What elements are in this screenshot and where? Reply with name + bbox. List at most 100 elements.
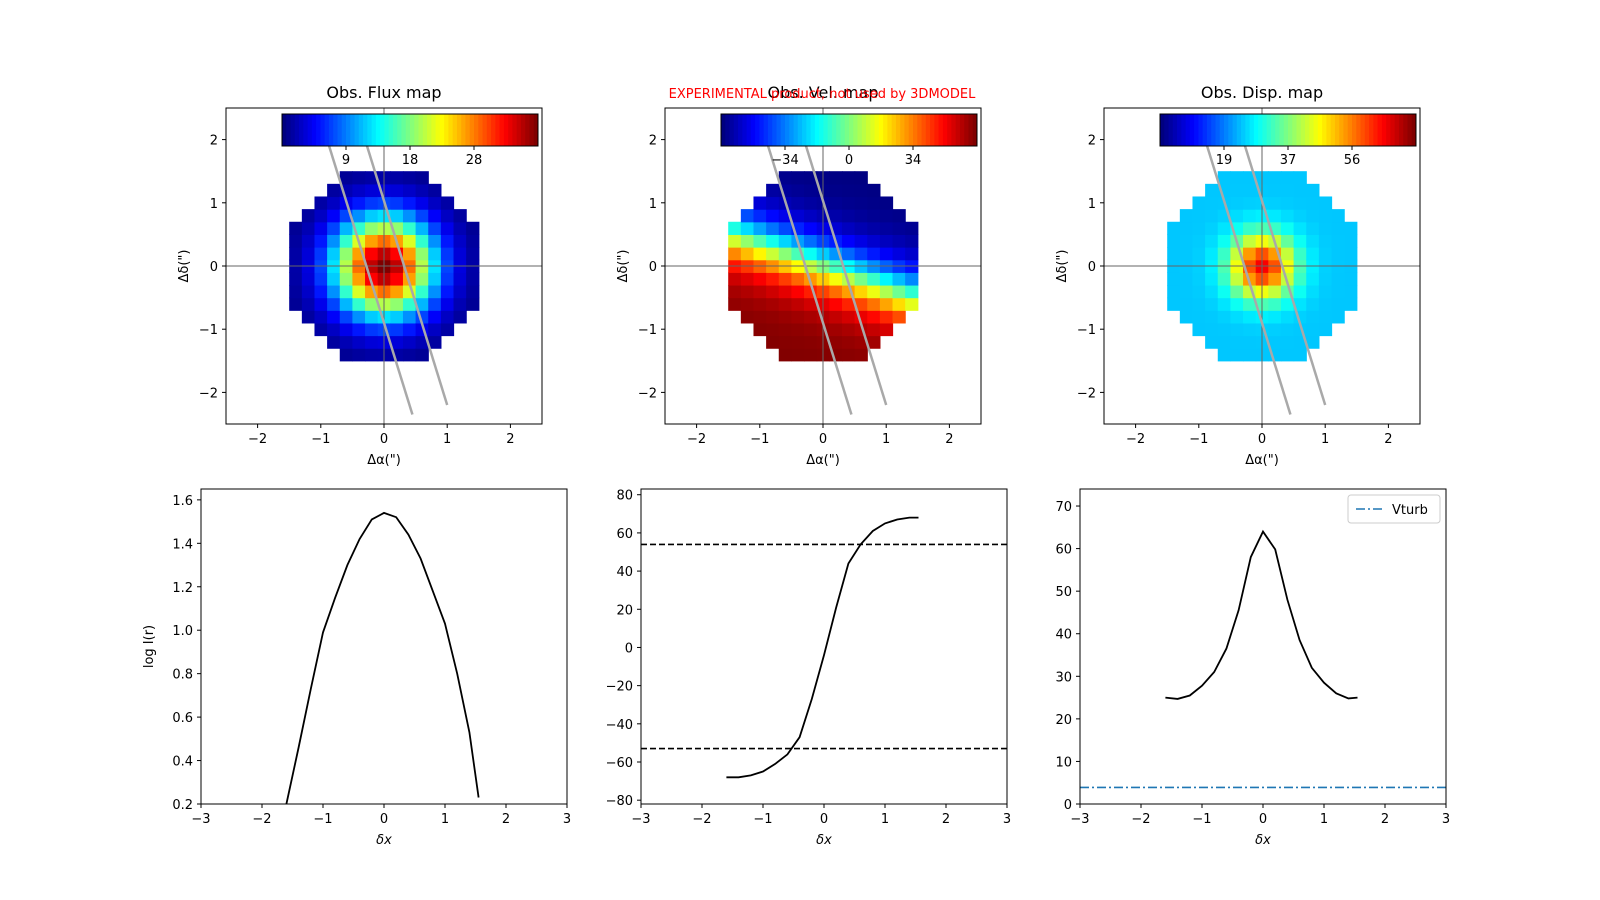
map-pixel <box>466 272 480 286</box>
colorbar-segment <box>503 114 509 146</box>
colorbar-segment <box>887 114 893 146</box>
map-pixel <box>1306 209 1320 223</box>
colorbar-segment <box>1347 114 1353 146</box>
map-pixel <box>390 196 404 210</box>
colorbar-segment <box>1288 114 1293 146</box>
map-pixel <box>402 297 417 311</box>
colorbar-tick-label: −34 <box>771 153 798 168</box>
colorbar-segment <box>401 114 407 146</box>
map-pixel <box>428 209 442 223</box>
colorbar-segment <box>755 114 760 146</box>
map-pixel <box>327 335 341 349</box>
map-pixel <box>352 297 366 311</box>
map-pixel <box>1167 247 1181 261</box>
map-pixel <box>440 221 455 235</box>
colorbar-segment <box>341 114 347 146</box>
map-pixel <box>879 234 894 248</box>
colorbar-segment <box>844 114 850 146</box>
colorbar-tick-label: 56 <box>1344 153 1361 168</box>
colorbar-segment <box>516 114 522 146</box>
map-title: Obs. Vel. map <box>768 83 879 102</box>
map-pixel <box>1243 297 1257 311</box>
map-pixel <box>402 234 417 248</box>
map-pixel <box>365 335 379 349</box>
map-pixel <box>466 247 480 261</box>
x-tick-label: 0 <box>1258 432 1266 447</box>
y-axis-label: Δδ(") <box>616 250 631 283</box>
map-pixel <box>402 183 417 198</box>
map-pixel <box>428 310 442 324</box>
x-tick-label: 3 <box>1003 812 1011 827</box>
map-pixel <box>778 322 792 337</box>
map-pixel <box>1179 310 1194 324</box>
colorbar-tick-label: 37 <box>1280 153 1297 168</box>
map-pixel <box>339 171 353 185</box>
map-pixel <box>867 234 881 248</box>
map-pixel <box>314 234 328 248</box>
map-pixel <box>339 234 353 248</box>
map-pixel <box>728 221 742 235</box>
map-pixel <box>453 247 467 261</box>
map-pixel <box>829 171 843 185</box>
map-pixel <box>402 310 417 324</box>
map-pixel <box>791 310 805 324</box>
map-pixel <box>1280 221 1295 235</box>
x-tick-label: 1 <box>882 432 890 447</box>
map-pixel <box>829 284 843 299</box>
map-pixel <box>327 322 341 337</box>
y-tick-label: −2 <box>638 386 657 401</box>
colorbar-segment <box>1172 114 1178 146</box>
colorbar-segment <box>951 114 957 146</box>
map-pixel <box>892 209 906 223</box>
map-pixel <box>1192 297 1206 311</box>
colorbar-segment <box>925 114 931 146</box>
map-pixel <box>854 297 868 311</box>
map-pixel <box>879 297 894 311</box>
y-tick-label: 0.2 <box>172 798 193 813</box>
map-pixel <box>879 221 894 235</box>
map-pixel <box>402 196 417 210</box>
y-axis-label: log I(r) <box>142 625 157 668</box>
colorbar-segment <box>1189 114 1195 146</box>
colorbar-segment <box>968 114 974 146</box>
colorbar-segment <box>870 114 876 146</box>
map-pixel <box>327 247 341 261</box>
map-pixel <box>289 247 303 261</box>
map-pixel <box>301 221 316 235</box>
colorbar-segment <box>282 114 287 146</box>
colorbar-segment <box>797 114 803 146</box>
axes-frame <box>200 488 568 805</box>
y-tick-label: 80 <box>616 489 633 504</box>
colorbar-segment <box>414 114 420 146</box>
colorbar-segment <box>947 114 952 146</box>
colorbar-segment <box>380 114 385 146</box>
map-pixel <box>829 322 843 337</box>
map-pixel <box>1344 221 1358 235</box>
x-tick-label: −2 <box>692 812 711 827</box>
map-pixel <box>415 284 429 299</box>
x-tick-label: 1 <box>1321 432 1329 447</box>
map-pixel <box>365 196 379 210</box>
map-pixel <box>778 247 792 261</box>
map-pixel <box>1179 297 1194 311</box>
map-pixel <box>1344 234 1358 248</box>
y-tick-label: 1.4 <box>172 537 193 552</box>
map-pixel <box>1268 284 1282 299</box>
map-pixel <box>301 209 316 223</box>
map-pixel <box>1306 310 1320 324</box>
map-pixel <box>778 272 792 286</box>
map-pixel <box>1306 234 1320 248</box>
y-tick-label: 1 <box>1088 197 1096 212</box>
map-pixel <box>339 272 353 286</box>
colorbar-segment <box>397 114 402 146</box>
map-pixel <box>327 196 341 210</box>
y-tick-label: −40 <box>606 718 633 733</box>
map-pixel <box>829 335 843 349</box>
map-pixel <box>428 322 442 337</box>
x-tick-label: −2 <box>687 432 706 447</box>
map-pixel <box>1344 247 1358 261</box>
colorbar-segment <box>1194 114 1199 146</box>
map-pixel <box>791 322 805 337</box>
colorbar-segment <box>955 114 961 146</box>
map-pixel <box>841 297 856 311</box>
